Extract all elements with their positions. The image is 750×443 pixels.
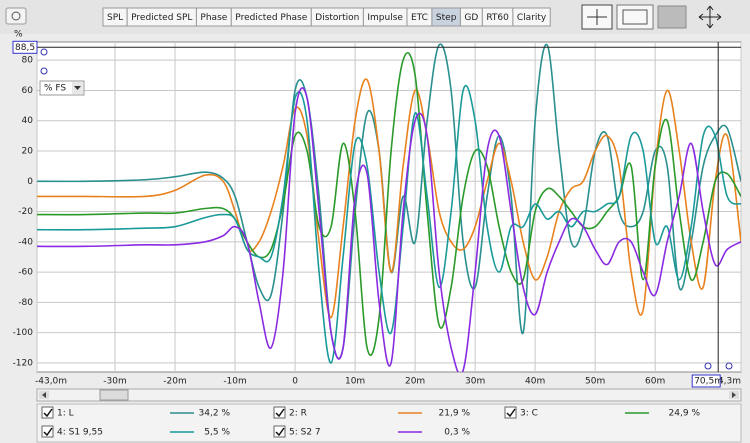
- x-tick-label: -30m: [103, 377, 126, 387]
- y-unit: %: [14, 30, 23, 40]
- scale-selector[interactable]: % FS: [39, 80, 85, 96]
- legend-name: 4: S1 9,55: [57, 428, 103, 438]
- legend-checkbox[interactable]: [41, 425, 54, 438]
- x-tick-label: 40m: [525, 377, 545, 387]
- legend-name: 5: S2 7: [289, 428, 321, 438]
- tab[interactable]: Predicted SPL: [126, 7, 197, 27]
- cursor-y-box: [12, 40, 38, 54]
- legend-checkmark: [43, 427, 53, 437]
- legend-value: 21,9 %: [439, 409, 471, 419]
- legend-checkbox[interactable]: [504, 406, 517, 419]
- view-buttons: [581, 4, 722, 30]
- legend-checkbox[interactable]: [41, 406, 54, 419]
- overlay-button[interactable]: [657, 5, 687, 29]
- tab[interactable]: Impulse: [362, 7, 408, 27]
- tab[interactable]: Phase: [195, 7, 232, 27]
- y-tick-label: -80: [18, 298, 33, 308]
- x-tick-label: 50m: [585, 377, 605, 387]
- y-tick-label: 0: [27, 177, 33, 187]
- x-tick-label: 0: [292, 377, 298, 387]
- legend-value: 5,5 %: [204, 428, 230, 438]
- tab[interactable]: ETC: [406, 7, 433, 27]
- legend-checkmark: [275, 408, 285, 418]
- x-tick-label: 30m: [465, 377, 485, 387]
- legend-checkbox[interactable]: [273, 425, 286, 438]
- tab[interactable]: RT60: [481, 7, 514, 27]
- legend-entry: 5: S2 7 0,3 %: [273, 425, 470, 438]
- y-tick-label: 80: [22, 56, 34, 66]
- legend-panel: [36, 403, 742, 443]
- tab-label: RT60: [486, 13, 509, 23]
- tab[interactable]: Clarity: [512, 7, 551, 27]
- legend-entry: 2: R 21,9 %: [273, 406, 471, 419]
- legend-entry: 4: S1 9,55 5,5 %: [41, 425, 230, 438]
- series-line: [37, 51, 741, 356]
- cursor-x-label: 70,5m: [694, 377, 723, 387]
- legend-checkmark: [275, 427, 285, 437]
- tab-label: GD: [464, 13, 478, 23]
- tab-label: ETC: [411, 13, 428, 23]
- tab[interactable]: GD: [459, 7, 483, 27]
- x-tick-label: -10m: [223, 377, 246, 387]
- y-tick-label: -20: [18, 207, 33, 217]
- tab-label: Impulse: [367, 13, 403, 23]
- legend-value: 34,2 %: [199, 409, 231, 419]
- grid: [36, 42, 742, 372]
- tab-label: Predicted Phase: [235, 13, 307, 23]
- pan-button[interactable]: [698, 5, 722, 29]
- tab[interactable]: Step: [431, 7, 461, 27]
- y-zoom-buttons[interactable]: [40, 48, 48, 75]
- y-tick-label: -100: [13, 328, 34, 338]
- y-tick-label: 20: [22, 146, 34, 156]
- legend-value: 24,9 %: [669, 409, 701, 419]
- cursor-x-box: [691, 374, 721, 388]
- cursor-y-label: 88,5: [15, 43, 35, 53]
- tab[interactable]: Distortion: [310, 7, 364, 27]
- legend-value: 0,3 %: [444, 428, 470, 438]
- scrollbar[interactable]: [36, 388, 742, 402]
- y-tick-label: 60: [22, 86, 34, 96]
- series-line: [37, 87, 741, 372]
- legend-entry: 1: L 34,2 %: [41, 406, 231, 419]
- legend-entry: 3: C 24,9 %: [504, 406, 701, 419]
- legend-name: 1: L: [57, 409, 74, 419]
- x-tick-label: 10m: [345, 377, 365, 387]
- scale-selector-label: % FS: [44, 84, 66, 94]
- y-tick-label: 40: [22, 116, 34, 126]
- tab-background: [512, 7, 551, 27]
- camera-button[interactable]: [5, 7, 27, 25]
- controls-button[interactable]: [616, 4, 654, 30]
- legend-checkbox[interactable]: [273, 406, 286, 419]
- y-tick-label: -120: [13, 358, 34, 368]
- tab-label: SPL: [107, 13, 123, 23]
- tab-label: Step: [436, 13, 457, 23]
- tab-bar: SPL Predicted SPL Phase Predicted Phase Dist…: [102, 7, 551, 27]
- tab[interactable]: SPL: [102, 7, 128, 27]
- y-tick-label: -40: [18, 237, 33, 247]
- x-tick-label: 60m: [645, 377, 665, 387]
- x-tick-label: 74,3m: [712, 377, 741, 387]
- tab-label: Predicted SPL: [131, 13, 192, 23]
- x-tick-label: -20m: [163, 377, 186, 387]
- legend-checkmark: [43, 408, 53, 418]
- tab-label: Distortion: [315, 13, 359, 23]
- tab-label: Phase: [200, 13, 227, 23]
- legend: 1: L 34,2 % 2: R 21,9 % 3: C 24,9 % 4: S1 9,55…: [41, 406, 701, 438]
- x-zoom-buttons[interactable]: [704, 362, 733, 370]
- plot-lines: [37, 43, 741, 372]
- tab-label: Clarity: [517, 13, 547, 23]
- y-tick-label: -60: [18, 268, 33, 278]
- x-tick-label: -43,0m: [35, 377, 67, 387]
- x-tick-label: 20m: [405, 377, 425, 387]
- legend-name: 2: R: [289, 409, 307, 419]
- tab[interactable]: Predicted Phase: [230, 7, 312, 27]
- legend-checkmark: [506, 408, 516, 418]
- legend-name: 3: C: [520, 409, 538, 419]
